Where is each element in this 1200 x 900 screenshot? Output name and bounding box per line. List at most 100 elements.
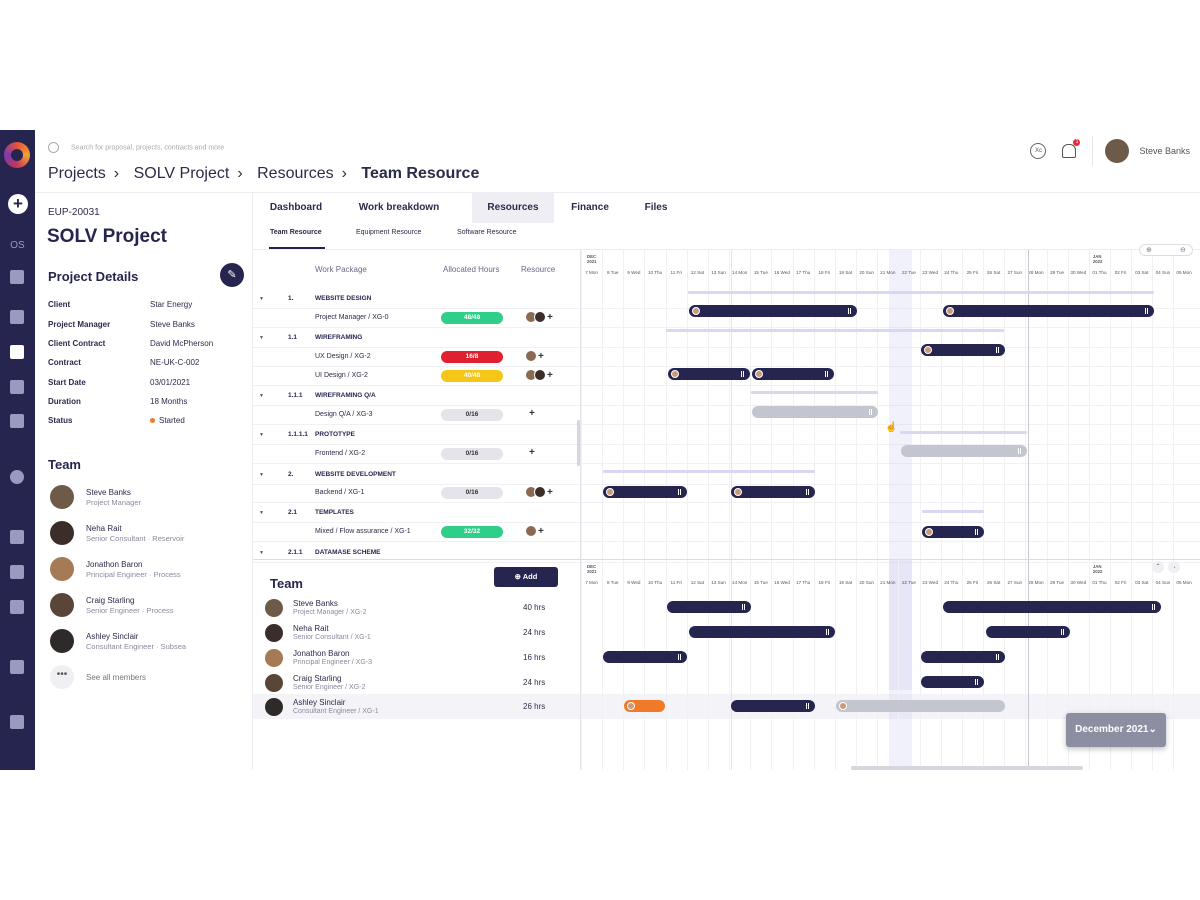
drag-handle-icon[interactable] [742, 604, 745, 610]
gantt-bar[interactable] [624, 700, 665, 712]
team-member-row[interactable]: Craig Starling Senior Engineer / XG-2 24 h… [253, 670, 580, 695]
gantt-bar[interactable] [752, 368, 834, 380]
drag-handle-icon[interactable] [825, 371, 828, 377]
drag-handle-icon[interactable] [975, 529, 978, 535]
notification-bell-icon[interactable]: 1 [1062, 139, 1081, 158]
work-package-row[interactable]: Mixed / Flow assurance / XG-1 32/32 + [315, 525, 544, 538]
collapse-triangle-icon[interactable]: ▼ [259, 510, 264, 516]
gantt-bar[interactable] [921, 676, 984, 688]
phase-row[interactable]: ▼ 1.1.1.1 PROTOTYPE [259, 431, 355, 438]
avatar[interactable] [534, 311, 546, 323]
collapse-triangle-icon[interactable]: ▼ [259, 393, 264, 399]
drag-handle-icon[interactable] [826, 629, 829, 635]
phase-row[interactable]: ▼ 2.1 TEMPLATES [259, 509, 354, 516]
gantt-bar[interactable] [668, 368, 750, 380]
subtab-software-resource[interactable]: Software Resource [457, 229, 517, 236]
user-avatar[interactable] [1105, 139, 1130, 163]
search-bar[interactable]: Search for proposal, projects, contracts… [48, 142, 224, 153]
calendar-icon[interactable] [10, 345, 24, 359]
team-member-row[interactable]: Jonathon Baron Principal Engineer / XG-3 1… [253, 645, 580, 670]
avatar[interactable] [534, 369, 546, 381]
add-resource-icon[interactable]: + [529, 408, 535, 419]
add-resource-icon[interactable]: + [529, 447, 535, 458]
tab-resources[interactable]: Resources [472, 193, 554, 223]
breadcrumb-solv-project[interactable]: SOLV Project [133, 165, 230, 182]
search-input[interactable]: Search for proposal, projects, contracts… [71, 144, 225, 152]
work-package-row[interactable]: Design Q/A / XG-3 0/16 + [315, 408, 535, 421]
drag-handle-icon[interactable] [678, 654, 681, 660]
subtab-team-resource[interactable]: Team Resource [270, 229, 322, 236]
folder-icon[interactable] [10, 715, 24, 729]
work-package-row[interactable]: Backend / XG-1 0/16 + [315, 486, 553, 499]
drag-handle-icon[interactable] [806, 703, 809, 709]
invoice-icon[interactable] [10, 414, 24, 428]
stack-icon[interactable] [10, 380, 24, 394]
gantt-bar[interactable] [603, 486, 687, 498]
edit-icon[interactable]: ✎ [220, 263, 244, 287]
gantt-bar[interactable] [667, 601, 751, 613]
gantt-bar[interactable] [943, 601, 1161, 613]
team-member-row[interactable]: Ashley Sinclair Consultant Engineer / XG-… [253, 694, 580, 719]
drag-handle-icon[interactable] [996, 654, 999, 660]
gantt-bar[interactable] [921, 651, 1005, 663]
os-label[interactable]: OS [10, 240, 25, 251]
phase-row[interactable]: ▼ 1.1 WIREFRAMING [259, 334, 363, 341]
document-icon[interactable] [10, 310, 24, 324]
tab-files[interactable]: Files [644, 202, 668, 213]
add-resource-icon[interactable]: + [547, 369, 553, 381]
team-member-row[interactable]: Steve Banks Project Manager / XG-2 40 hrs [253, 595, 580, 620]
phase-row[interactable]: ▼ 1. WEBSITE DESIGN [259, 295, 372, 302]
add-resource-icon[interactable]: + [538, 525, 544, 537]
phase-row[interactable]: ▼ 1.1.1 WIREFRAMING Q/A [259, 392, 376, 399]
drag-handle-icon[interactable] [869, 409, 872, 415]
tab-work-breakdown[interactable]: Work breakdown [358, 202, 440, 213]
work-package-row[interactable]: Frontend / XG-2 0/16 + [315, 447, 535, 460]
gantt-bar[interactable] [603, 651, 687, 663]
breadcrumb-projects[interactable]: Projects [48, 165, 106, 182]
work-package-row[interactable]: Project Manager / XG-0 48/48 + [315, 311, 553, 324]
tab-finance[interactable]: Finance [571, 202, 609, 213]
drag-handle-icon[interactable] [1152, 604, 1155, 610]
create-new-button[interactable]: + [8, 194, 28, 214]
vertical-scrollbar[interactable] [577, 420, 580, 466]
gantt-bar[interactable] [731, 486, 815, 498]
gantt-bar[interactable] [752, 406, 878, 418]
zoom-out-icon[interactable]: ⊖ [1180, 247, 1186, 254]
phase-row[interactable]: ▼ 2.1.1 DATAMASE SCHEME [259, 549, 381, 556]
collapse-triangle-icon[interactable]: ▼ [259, 472, 264, 478]
add-member-button[interactable]: ⊕ Add [494, 567, 558, 587]
horizontal-scrollbar[interactable] [851, 766, 1083, 770]
tab-dashboard[interactable]: Dashboard [269, 202, 323, 213]
drag-handle-icon[interactable] [741, 371, 744, 377]
team-timeline[interactable]: 7 Mon 8 Tue 9 Wed 10 Thu 11 Fri 12 Sat 13 Sun 1… [580, 560, 1200, 770]
app-logo[interactable] [4, 142, 30, 168]
gantt-bar[interactable] [836, 700, 1005, 712]
gantt-bar[interactable] [922, 526, 984, 538]
collapse-triangle-icon[interactable]: ▼ [259, 550, 264, 556]
collapse-triangle-icon[interactable]: ▼ [259, 432, 264, 438]
server-icon[interactable] [10, 660, 24, 674]
drag-handle-icon[interactable] [806, 489, 809, 495]
team-member-row[interactable]: Neha Rait Senior Consultant / XG-1 24 hrs [253, 620, 580, 645]
drag-handle-icon[interactable] [1145, 308, 1148, 314]
gantt-timeline[interactable]: 7 Mon 8 Tue 9 Wed 10 Thu 11 Fri 12 Sat 13 Sun 1… [580, 250, 1200, 690]
collapse-triangle-icon[interactable]: ▼ [259, 335, 264, 341]
avatar[interactable] [525, 525, 537, 537]
avatar[interactable] [534, 486, 546, 498]
gantt-bar[interactable] [731, 700, 815, 712]
chevron-up-icon[interactable]: ⌃ [1152, 561, 1164, 573]
add-resource-icon[interactable]: + [538, 350, 544, 362]
notes-icon[interactable] [10, 270, 24, 284]
user-name[interactable]: Steve Banks [1139, 146, 1190, 156]
add-resource-icon[interactable]: + [547, 311, 553, 323]
zoom-in-icon[interactable]: ⊕ [1146, 247, 1152, 254]
work-package-row[interactable]: UX Design / XG-2 16/8 + [315, 350, 544, 363]
drag-handle-icon[interactable] [678, 489, 681, 495]
gantt-bar[interactable] [921, 344, 1005, 356]
gantt-bar[interactable] [986, 626, 1070, 638]
gantt-bar[interactable] [943, 305, 1154, 317]
gantt-bar[interactable] [689, 305, 857, 317]
collapse-triangle-icon[interactable]: ▼ [259, 296, 264, 302]
phase-row[interactable]: ▼ 2. WEBSITE DEVELOPMENT [259, 471, 396, 478]
work-package-row[interactable]: UI Design / XG-2 40/48 + [315, 369, 553, 382]
